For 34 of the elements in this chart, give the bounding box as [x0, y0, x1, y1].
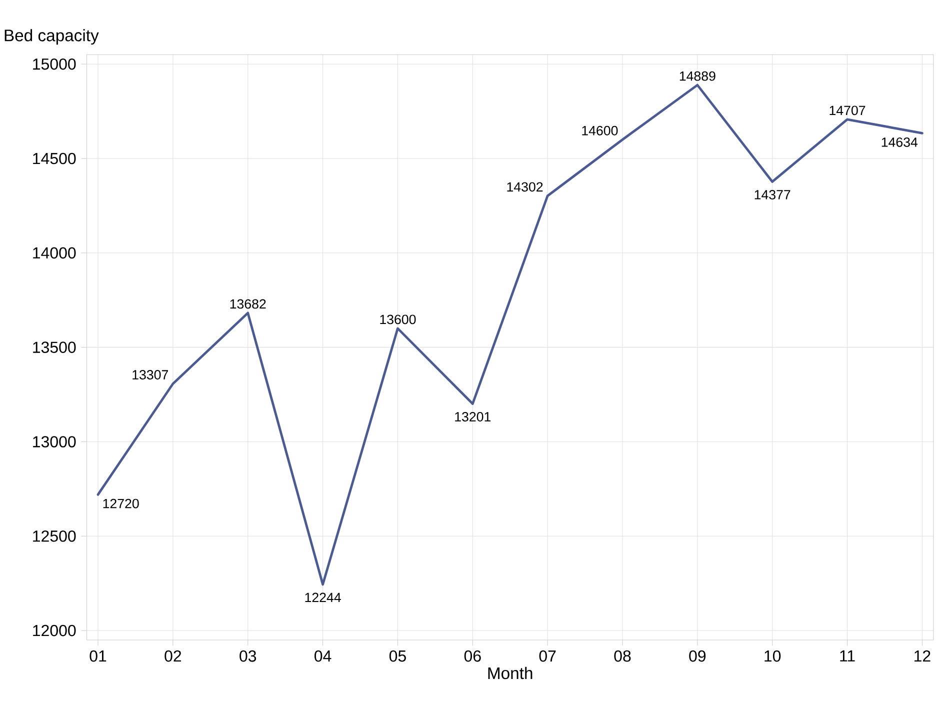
y-tick-label: 12000: [33, 624, 76, 636]
line-series: [96, 84, 924, 586]
y-tick-label: 13500: [33, 342, 76, 353]
y-tick-label: 14500: [33, 152, 76, 164]
data-label: 14707: [830, 106, 866, 116]
data-label: 14600: [582, 126, 618, 136]
x-tick-label: 12: [914, 650, 930, 662]
x-tick-label: 02: [164, 650, 182, 662]
y-axis-title: Bed capacity: [4, 29, 99, 45]
data-label: 14634: [882, 137, 918, 147]
data-label: 13682: [230, 299, 266, 309]
x-tick-label: 05: [389, 650, 406, 662]
x-tick-label: 06: [464, 650, 481, 662]
y-tick-label: 12500: [33, 530, 76, 542]
data-label: 14889: [680, 71, 716, 81]
x-tick-label: 08: [614, 650, 631, 662]
data-label: 13600: [380, 314, 416, 324]
y-tick-label: 14000: [33, 247, 76, 259]
data-label: 13307: [132, 370, 168, 380]
data-label: 12720: [103, 498, 139, 508]
x-axis-title: Month: [488, 666, 532, 680]
x-tick-label: 10: [764, 650, 781, 662]
x-tick-label: 11: [840, 650, 855, 662]
x-tick-label: 03: [240, 650, 256, 662]
y-tick-label: 13000: [33, 436, 76, 448]
y-tick-label: 15000: [33, 58, 76, 70]
data-label: 14377: [754, 190, 790, 200]
x-tick-label: 07: [539, 650, 556, 662]
data-label: 13201: [455, 412, 491, 422]
data-label: 14302: [507, 182, 543, 192]
x-tick-label: 09: [689, 650, 706, 662]
data-label: 12244: [305, 592, 341, 602]
x-tick-label: 04: [314, 650, 332, 662]
x-tick-label: 01: [90, 650, 106, 662]
